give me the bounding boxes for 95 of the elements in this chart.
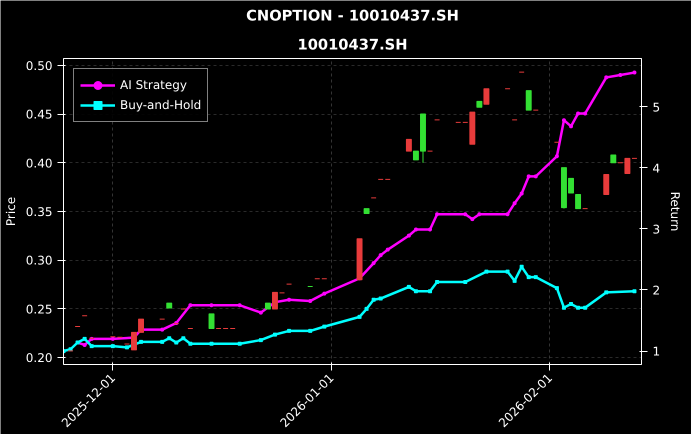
point [167, 336, 172, 340]
point [372, 298, 376, 302]
legend-label: Buy-and-Hold [120, 98, 202, 112]
point [463, 212, 468, 216]
point [378, 296, 383, 301]
y2-tick-label: 1 [652, 344, 660, 359]
point [562, 118, 566, 122]
point [604, 290, 608, 294]
point [68, 347, 73, 352]
point [618, 72, 622, 77]
point [287, 298, 292, 302]
point [258, 310, 263, 315]
y2-axis-title: Return [668, 192, 682, 232]
point [520, 264, 524, 269]
candlestick [406, 138, 412, 152]
y-tick-label: 0.40 [26, 156, 52, 170]
point [435, 280, 440, 284]
point [534, 275, 538, 280]
point [378, 253, 383, 258]
point [583, 306, 588, 310]
y2-tick-label: 4 [652, 161, 660, 176]
point [526, 174, 531, 178]
point [358, 314, 362, 319]
point [82, 336, 87, 341]
point [428, 289, 432, 294]
point [110, 344, 115, 348]
point [463, 280, 468, 284]
point [554, 286, 559, 290]
y-tick-label: 0.45 [26, 108, 52, 122]
point [604, 75, 608, 80]
point [512, 201, 517, 206]
point [632, 70, 636, 75]
point [414, 228, 418, 232]
point [406, 234, 411, 238]
point [364, 306, 369, 311]
point [174, 340, 178, 345]
y-tick-label: 0.20 [26, 351, 52, 366]
candlestick [208, 313, 214, 329]
point [322, 324, 326, 329]
candlestick [483, 88, 490, 105]
candlestick [526, 90, 532, 111]
y-axis-title: Price [4, 196, 18, 226]
candlestick [575, 194, 582, 210]
point [258, 338, 263, 342]
point [210, 342, 214, 346]
point [181, 336, 186, 340]
y2-tick-label: 3 [652, 222, 660, 236]
y-tick-label: 0.50 [26, 58, 52, 73]
point [372, 261, 376, 266]
point [238, 342, 242, 346]
point [110, 336, 115, 341]
point [576, 111, 580, 116]
y-tick-label: 0.35 [26, 205, 52, 219]
point [386, 248, 390, 252]
point [569, 124, 574, 128]
point [308, 298, 312, 303]
point [287, 328, 292, 333]
point [576, 306, 580, 310]
point [160, 328, 164, 332]
point [534, 174, 538, 178]
point [160, 340, 164, 344]
point [308, 328, 312, 333]
point [124, 345, 129, 350]
y-tick-label: 0.30 [26, 254, 52, 268]
point [562, 306, 566, 310]
point [188, 342, 192, 346]
point [506, 212, 510, 216]
chart-title: CNOPTION - 10010437.SH [246, 8, 459, 24]
point [188, 303, 192, 308]
point [632, 289, 636, 294]
y-tick-label: 0.25 [26, 302, 52, 316]
point [139, 340, 144, 344]
point [554, 154, 559, 158]
point [583, 111, 588, 116]
point [90, 344, 94, 348]
point [238, 303, 242, 308]
point [470, 217, 474, 222]
point [484, 270, 488, 274]
point [477, 212, 482, 216]
y2-tick-label: 5 [652, 100, 660, 114]
point [406, 284, 411, 289]
point [569, 302, 574, 306]
point [82, 342, 87, 347]
chart-subtitle: 10010437.SH [298, 36, 408, 54]
point [526, 275, 531, 280]
point [428, 228, 432, 232]
point [520, 191, 524, 196]
point [272, 332, 277, 337]
point [322, 292, 326, 296]
point [414, 289, 418, 294]
point [512, 278, 517, 283]
y2-tick-label: 2 [652, 283, 660, 298]
legend-label: AI Strategy [120, 78, 187, 92]
point [506, 270, 510, 274]
candlestick [603, 174, 610, 195]
